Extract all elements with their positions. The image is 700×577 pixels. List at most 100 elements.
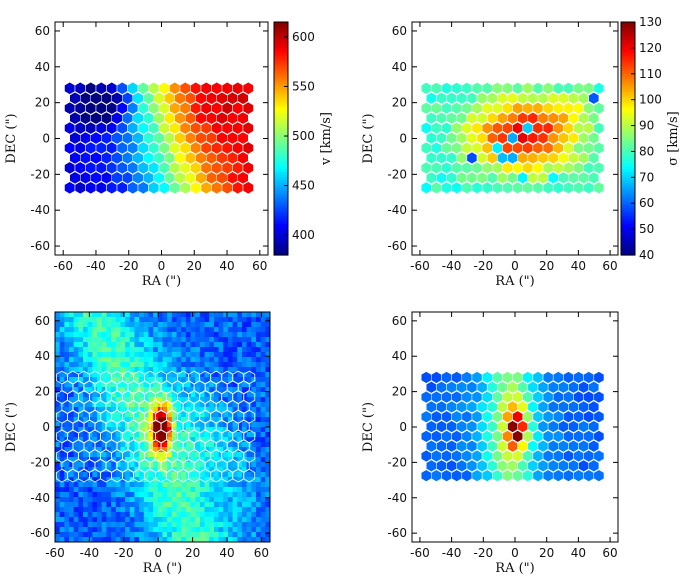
- image-pixel: [129, 422, 136, 428]
- image-pixel: [223, 487, 229, 493]
- image-pixel: [265, 407, 270, 413]
- image-pixel: [237, 522, 243, 528]
- image-pixel: [157, 477, 164, 483]
- image-pixel: [69, 332, 75, 338]
- image-pixel: [134, 527, 140, 533]
- image-pixel: [204, 442, 210, 448]
- hex-bin: [547, 400, 559, 414]
- image-pixel: [153, 527, 159, 533]
- image-pixel: [232, 447, 238, 453]
- image-pixel: [87, 527, 93, 533]
- image-pixel: [69, 357, 75, 363]
- image-pixel: [87, 512, 93, 518]
- colorbar-segment: [274, 252, 288, 256]
- image-pixel: [134, 477, 140, 483]
- colorbar-segment: [274, 234, 288, 238]
- image-pixel: [176, 432, 182, 438]
- image-pixel: [199, 532, 206, 538]
- image-pixel: [129, 487, 136, 493]
- image-pixel: [97, 502, 103, 508]
- image-pixel: [209, 352, 215, 358]
- hex-bin: [426, 131, 437, 145]
- image-pixel: [260, 472, 266, 478]
- y-tick-label: -60: [387, 526, 407, 540]
- image-pixel: [106, 527, 112, 533]
- image-pixel: [232, 477, 238, 483]
- image-pixel: [106, 427, 112, 433]
- image-pixel: [153, 422, 159, 428]
- hex-bin: [532, 121, 544, 135]
- image-pixel: [251, 462, 257, 468]
- image-pixel: [59, 362, 65, 368]
- hex-bin: [90, 131, 102, 145]
- hex-bin: [90, 171, 102, 185]
- image-pixel: [227, 347, 234, 353]
- image-pixel: [260, 382, 266, 388]
- image-pixel: [232, 322, 238, 328]
- hex-bin: [227, 131, 238, 145]
- image-pixel: [255, 432, 262, 438]
- image-pixel: [111, 362, 117, 368]
- image-pixel: [209, 357, 215, 363]
- image-pixel: [87, 487, 93, 493]
- image-pixel: [162, 347, 168, 353]
- image-pixel: [64, 452, 70, 458]
- image-pixel: [265, 517, 270, 523]
- hex-bin: [502, 449, 513, 463]
- image-pixel: [162, 352, 168, 358]
- image-pixel: [190, 317, 196, 323]
- colorbar-segment: [274, 242, 288, 246]
- image-pixel: [148, 407, 154, 413]
- hex-bin: [211, 101, 223, 115]
- image-pixel: [176, 442, 182, 448]
- image-pixel: [237, 442, 243, 448]
- image-pixel: [265, 432, 270, 438]
- image-pixel: [190, 497, 196, 503]
- image-pixel: [209, 392, 215, 398]
- image-pixel: [185, 532, 192, 538]
- image-pixel: [162, 517, 168, 523]
- image-pixel: [190, 477, 196, 483]
- hex-bin: [232, 121, 244, 135]
- image-pixel: [171, 492, 178, 498]
- hex-bin: [137, 81, 149, 95]
- image-pixel: [92, 512, 98, 518]
- image-pixel: [209, 372, 215, 378]
- image-pixel: [209, 527, 215, 533]
- image-pixel: [162, 322, 168, 328]
- image-pixel: [64, 382, 70, 388]
- image-pixel: [97, 412, 103, 418]
- hex-bin: [174, 151, 186, 165]
- image-pixel: [97, 342, 103, 348]
- image-pixel: [241, 497, 248, 503]
- image-pixel: [176, 367, 182, 373]
- image-pixel: [241, 447, 248, 453]
- image-pixel: [101, 422, 108, 428]
- image-pixel: [157, 457, 164, 463]
- image-pixel: [83, 327, 89, 333]
- image-pixel: [162, 422, 168, 428]
- image-pixel: [181, 517, 187, 523]
- hex-bin: [179, 101, 191, 115]
- image-pixel: [251, 342, 257, 348]
- image-pixel: [115, 437, 122, 443]
- image-pixel: [111, 427, 117, 433]
- hex-bin: [206, 111, 217, 125]
- image-pixel: [227, 337, 234, 343]
- y-tick-label: -40: [387, 203, 407, 217]
- colorbar-segment: [621, 247, 635, 251]
- image-pixel: [176, 372, 182, 378]
- image-pixel: [227, 432, 234, 438]
- image-pixel: [64, 362, 70, 368]
- image-pixel: [83, 322, 89, 328]
- image-pixel: [167, 492, 173, 498]
- image-pixel: [87, 367, 93, 373]
- image-pixel: [143, 407, 150, 413]
- image-pixel: [199, 507, 206, 513]
- image-pixel: [139, 362, 145, 368]
- hex-bin: [211, 181, 223, 195]
- colorbar-segment: [274, 143, 288, 147]
- hex-bin: [593, 449, 605, 463]
- hex-grid-cell: [243, 468, 256, 483]
- image-pixel: [148, 397, 154, 403]
